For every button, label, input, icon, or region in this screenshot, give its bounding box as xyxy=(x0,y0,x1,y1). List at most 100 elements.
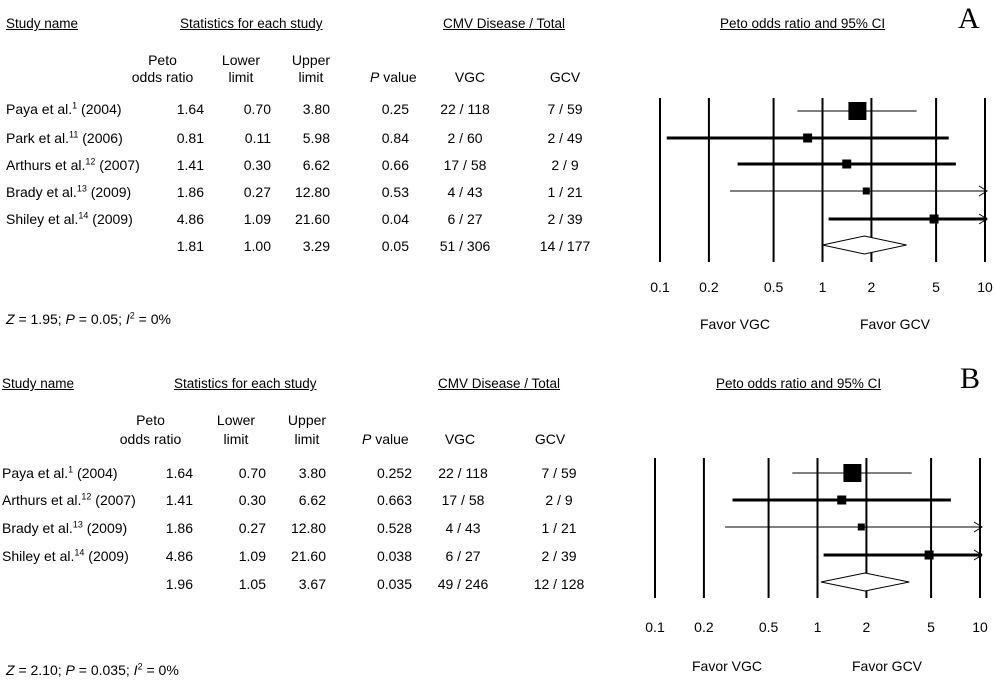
col-p-value: P value xyxy=(370,69,417,85)
summary-gcv: 14 / 177 xyxy=(539,238,591,254)
x-tick-label: 2 xyxy=(863,619,871,635)
lower-limit-cell: 1.09 xyxy=(238,548,266,564)
p-value-cell: 0.663 xyxy=(376,492,412,508)
odds-ratio-cell: 4.86 xyxy=(165,548,193,564)
study-name: Arthurs et al.12 (2007) xyxy=(6,156,140,173)
upper-limit-cell: 21.60 xyxy=(290,548,326,564)
col-lower-2: limit xyxy=(223,431,249,447)
gcv-cell: 7 / 59 xyxy=(541,465,577,481)
gcv-cell: 7 / 59 xyxy=(547,101,583,117)
lower-limit-cell: 0.27 xyxy=(238,520,266,536)
odds-ratio-cell: 1.86 xyxy=(176,184,204,200)
lower-limit-cell: 0.11 xyxy=(244,130,271,146)
x-tick-label: 0.2 xyxy=(694,619,714,635)
col-peto-1: Peto xyxy=(136,412,165,428)
summary-gcv: 12 / 128 xyxy=(533,576,585,592)
x-tick-label: 0.1 xyxy=(645,619,665,635)
header-statistics: Statistics for each study xyxy=(174,376,317,391)
summary-upper-limit: 3.67 xyxy=(298,576,326,592)
x-tick-label: 0.1 xyxy=(650,279,670,295)
upper-limit-cell: 3.80 xyxy=(302,101,330,117)
col-upper-1: Upper xyxy=(287,412,327,428)
study-name: Shiley et al.14 (2009) xyxy=(2,547,129,564)
col-vgc: VGC xyxy=(454,69,486,85)
col-upper-2: limit xyxy=(294,431,320,447)
header-statistics: Statistics for each study xyxy=(180,16,323,31)
study-marker xyxy=(848,102,867,120)
favor-left-label: Favor VGC xyxy=(700,316,771,332)
gcv-cell: 1 / 21 xyxy=(541,520,577,536)
vgc-cell: 4 / 43 xyxy=(447,184,483,200)
x-tick-label: 1 xyxy=(814,619,822,635)
lower-limit-cell: 0.70 xyxy=(238,465,266,481)
summary-odds-ratio: 1.81 xyxy=(176,238,204,254)
study-marker xyxy=(842,159,852,169)
col-lower-1: Lower xyxy=(221,52,261,68)
x-tick-label: 10 xyxy=(977,279,993,295)
vgc-cell: 22 / 118 xyxy=(438,465,488,481)
study-marker xyxy=(843,464,862,482)
upper-limit-cell: 12.80 xyxy=(290,520,326,536)
p-value-cell: 0.25 xyxy=(381,101,409,117)
x-tick-label: 5 xyxy=(927,619,935,635)
study-marker xyxy=(924,550,934,560)
gcv-cell: 2 / 39 xyxy=(547,211,583,227)
col-gcv: GCV xyxy=(549,69,581,85)
x-tick-label: 1 xyxy=(819,279,827,295)
favor-right-label: Favor GCV xyxy=(860,316,931,332)
col-gcv: GCV xyxy=(534,431,566,447)
odds-ratio-cell: 1.41 xyxy=(165,492,193,508)
vgc-cell: 6 / 27 xyxy=(447,211,483,227)
lower-limit-cell: 0.30 xyxy=(238,492,266,508)
col-lower-2: limit xyxy=(228,69,254,85)
gcv-cell: 2 / 9 xyxy=(551,157,579,173)
header-cmv: CMV Disease / Total xyxy=(438,376,561,391)
odds-ratio-cell: 1.64 xyxy=(176,101,204,117)
study-marker xyxy=(857,523,865,531)
study-name: Paya et al.1 (2004) xyxy=(2,464,118,481)
upper-limit-cell: 5.98 xyxy=(302,130,330,146)
header-plot: Peto odds ratio and 95% CI xyxy=(716,376,882,391)
x-tick-label: 0.2 xyxy=(699,279,719,295)
p-value-cell: 0.04 xyxy=(381,211,409,227)
gcv-cell: 2 / 39 xyxy=(541,548,577,564)
summary-p-value: 0.035 xyxy=(376,576,412,592)
summary-vgc: 49 / 246 xyxy=(437,576,489,592)
ci-arrow xyxy=(973,549,983,561)
summary-lower-limit: 1.00 xyxy=(243,238,271,254)
header-plot: Peto odds ratio and 95% CI xyxy=(720,16,886,31)
panel-letter: B xyxy=(960,362,981,395)
col-peto-1: Peto xyxy=(148,52,177,68)
gcv-cell: 2 / 49 xyxy=(547,130,583,146)
study-marker xyxy=(837,495,847,505)
favor-left-label: Favor VGC xyxy=(692,658,763,674)
study-marker xyxy=(862,187,870,195)
study-marker xyxy=(803,133,813,143)
vgc-cell: 17 / 58 xyxy=(441,492,485,508)
summary-p-value: 0.05 xyxy=(381,238,409,254)
odds-ratio-cell: 0.81 xyxy=(176,130,204,146)
lower-limit-cell: 0.70 xyxy=(243,101,271,117)
upper-limit-cell: 6.62 xyxy=(298,492,326,508)
vgc-cell: 6 / 27 xyxy=(445,548,481,564)
vgc-cell: 17 / 58 xyxy=(443,157,487,173)
col-peto-2: odds ratio xyxy=(119,431,182,447)
panel-letter: A xyxy=(958,2,980,35)
pooled-diamond xyxy=(820,572,910,592)
x-tick-label: 0.5 xyxy=(759,619,779,635)
p-value-cell: 0.53 xyxy=(381,184,409,200)
p-value-cell: 0.84 xyxy=(381,130,409,146)
odds-ratio-cell: 1.86 xyxy=(165,520,193,536)
upper-limit-cell: 6.62 xyxy=(302,157,330,173)
header-cmv: CMV Disease / Total xyxy=(443,16,566,31)
stats-line: Z = 2.10; P = 0.035; I2 = 0% xyxy=(6,661,179,678)
pooled-diamond xyxy=(822,235,907,255)
gcv-cell: 2 / 9 xyxy=(545,492,573,508)
odds-ratio-cell: 4.86 xyxy=(176,211,204,227)
x-tick-label: 5 xyxy=(932,279,940,295)
x-tick-label: 0.5 xyxy=(764,279,784,295)
gcv-cell: 1 / 21 xyxy=(547,184,583,200)
col-vgc: VGC xyxy=(444,431,476,447)
summary-odds-ratio: 1.96 xyxy=(165,576,193,592)
